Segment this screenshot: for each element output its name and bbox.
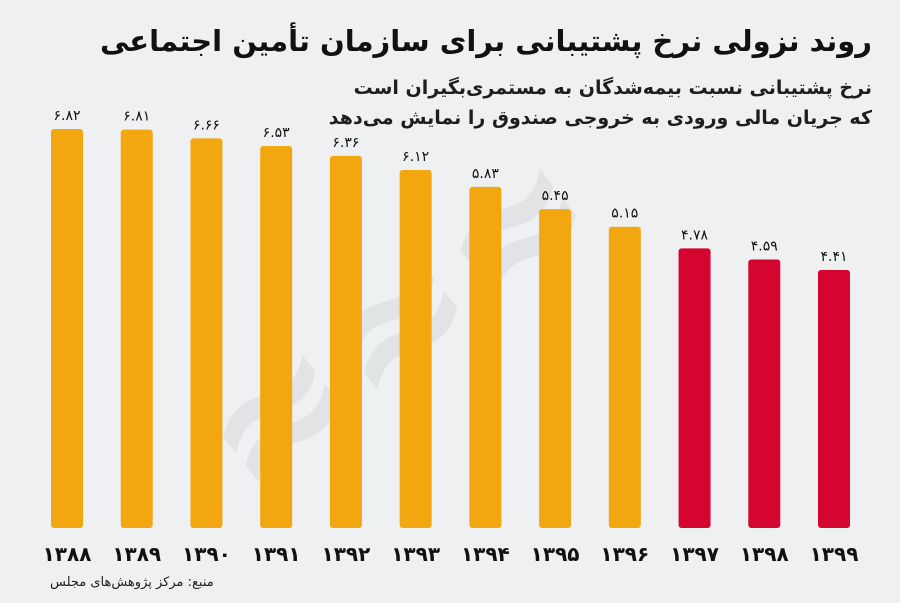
x-tick-label-7: ۱۳۹۵ xyxy=(531,542,580,566)
bar-2 xyxy=(190,138,223,528)
chart-title: روند نزولی نرخ پشتیبانی برای سازمان تأمی… xyxy=(99,24,872,58)
x-tick-label-2: ۱۳۹۰ xyxy=(182,542,231,566)
x-tick-label-9: ۱۳۹۷ xyxy=(670,542,719,566)
bar-value-label-1: ۶.۸۱ xyxy=(123,109,150,125)
bar-0 xyxy=(51,129,83,528)
bar-value-label-5: ۶.۱۲ xyxy=(402,149,429,165)
bar-8 xyxy=(608,226,641,529)
bar-4 xyxy=(329,155,362,528)
bar-9 xyxy=(678,248,711,528)
bar-10 xyxy=(748,259,781,528)
x-tick-label-11: ۱۳۹۹ xyxy=(810,542,859,566)
bar-5 xyxy=(399,169,432,529)
chart-subtitle-line-2: که جریان مالی ورودی به خروجی صندوق را نم… xyxy=(328,107,872,129)
x-tick-label-8: ۱۳۹۶ xyxy=(600,542,649,566)
bar-7 xyxy=(539,209,572,528)
bar-value-label-9: ۴.۷۸ xyxy=(681,227,708,243)
x-tick-label-10: ۱۳۹۸ xyxy=(740,542,789,566)
bar-1 xyxy=(120,129,153,529)
bar-value-label-6: ۵.۸۳ xyxy=(472,166,499,182)
bar-value-label-10: ۴.۵۹ xyxy=(751,238,778,254)
bar-value-label-0: ۶.۸۲ xyxy=(53,108,80,124)
x-tick-label-1: ۱۳۸۹ xyxy=(112,542,161,566)
bar-11 xyxy=(818,269,850,528)
chart-subtitle-line-1: نرخ پشتیبانی نسبت بیمه‌شدگان به مستمری‌ب… xyxy=(353,77,872,99)
x-tick-label-6: ۱۳۹۴ xyxy=(461,542,510,566)
x-tick-label-4: ۱۳۹۲ xyxy=(321,542,370,566)
bar-value-label-7: ۵.۴۵ xyxy=(542,188,569,204)
bar-3 xyxy=(260,145,293,528)
bar-value-label-3: ۶.۵۳ xyxy=(263,125,290,141)
x-tick-label-5: ۱۳۹۳ xyxy=(391,542,440,566)
source-note: منبع: مرکز پژوهش‌های مجلس xyxy=(50,575,214,590)
x-tick-label-0: ۱۳۸۸ xyxy=(43,542,92,566)
bar-value-label-2: ۶.۶۶ xyxy=(193,117,220,133)
bar-value-label-8: ۵.۱۵ xyxy=(611,206,638,222)
bar-value-label-4: ۶.۳۶ xyxy=(332,135,359,151)
bar-value-label-11: ۴.۴۱ xyxy=(820,249,847,265)
x-tick-label-3: ۱۳۹۱ xyxy=(252,542,301,566)
bar-6 xyxy=(469,186,502,528)
